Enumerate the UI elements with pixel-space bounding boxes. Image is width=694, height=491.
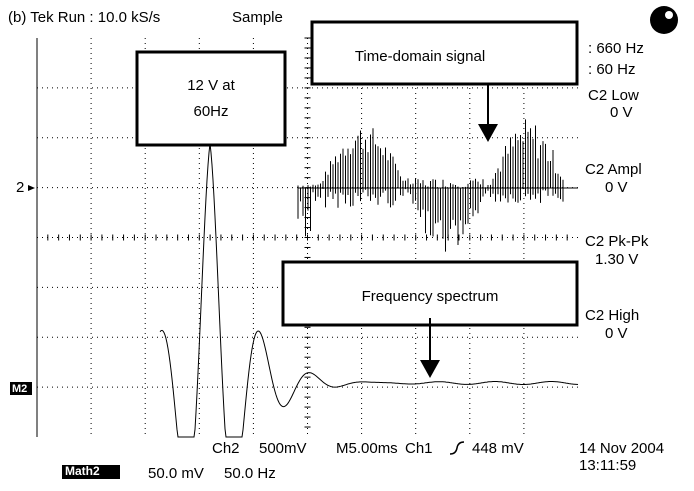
readout: : 660 Hz <box>588 40 644 57</box>
status: 13:11:59 <box>579 457 636 474</box>
acq-mode: Sample <box>232 9 283 26</box>
status: 14 Nov 2004 <box>579 440 664 457</box>
trigger-slope <box>450 442 464 454</box>
meas-value: 0 V <box>605 325 628 342</box>
status: 50.0 mV <box>148 465 204 482</box>
annotation: Frequency spectrum <box>362 288 499 305</box>
math2-marker: M2 <box>12 383 27 395</box>
meas-label: C2 High <box>585 307 639 324</box>
meas-label: C2 Pk-Pk <box>585 233 649 250</box>
meas-value: 1.30 V <box>595 251 638 268</box>
meas-value: 0 V <box>605 179 628 196</box>
annotation: 60Hz <box>193 103 228 120</box>
status: M5.00ms <box>336 440 398 457</box>
annotation: Time-domain signal <box>355 48 485 65</box>
status: 448 mV <box>472 440 524 457</box>
meas-label: C2 Ampl <box>585 161 642 178</box>
oscilloscope-screen: (b) Tek Run : 10.0 kS/s Sample : 660 Hz … <box>0 0 694 486</box>
readout: : 60 Hz <box>588 61 636 78</box>
arrow-head <box>420 360 440 378</box>
status: 500mV <box>259 440 307 457</box>
header-title: (b) Tek Run : 10.0 kS/s <box>8 9 160 26</box>
status-icon <box>650 6 678 34</box>
status-icon-highlight <box>665 11 673 19</box>
meas-label: C2 Low <box>588 87 639 104</box>
graticule <box>37 38 578 437</box>
status: 50.0 Hz <box>224 465 276 482</box>
meas-value: 0 V <box>610 104 633 121</box>
annotation: 12 V at <box>187 77 235 94</box>
status: Ch1 <box>405 440 433 457</box>
status: Ch2 <box>212 440 240 457</box>
status: Math2 <box>65 464 100 478</box>
arrow-head <box>478 124 498 142</box>
annotation-box <box>137 52 285 145</box>
time-domain-trace <box>298 119 578 251</box>
marker-arrow <box>28 185 35 191</box>
ch2-marker: 2 <box>16 179 24 196</box>
